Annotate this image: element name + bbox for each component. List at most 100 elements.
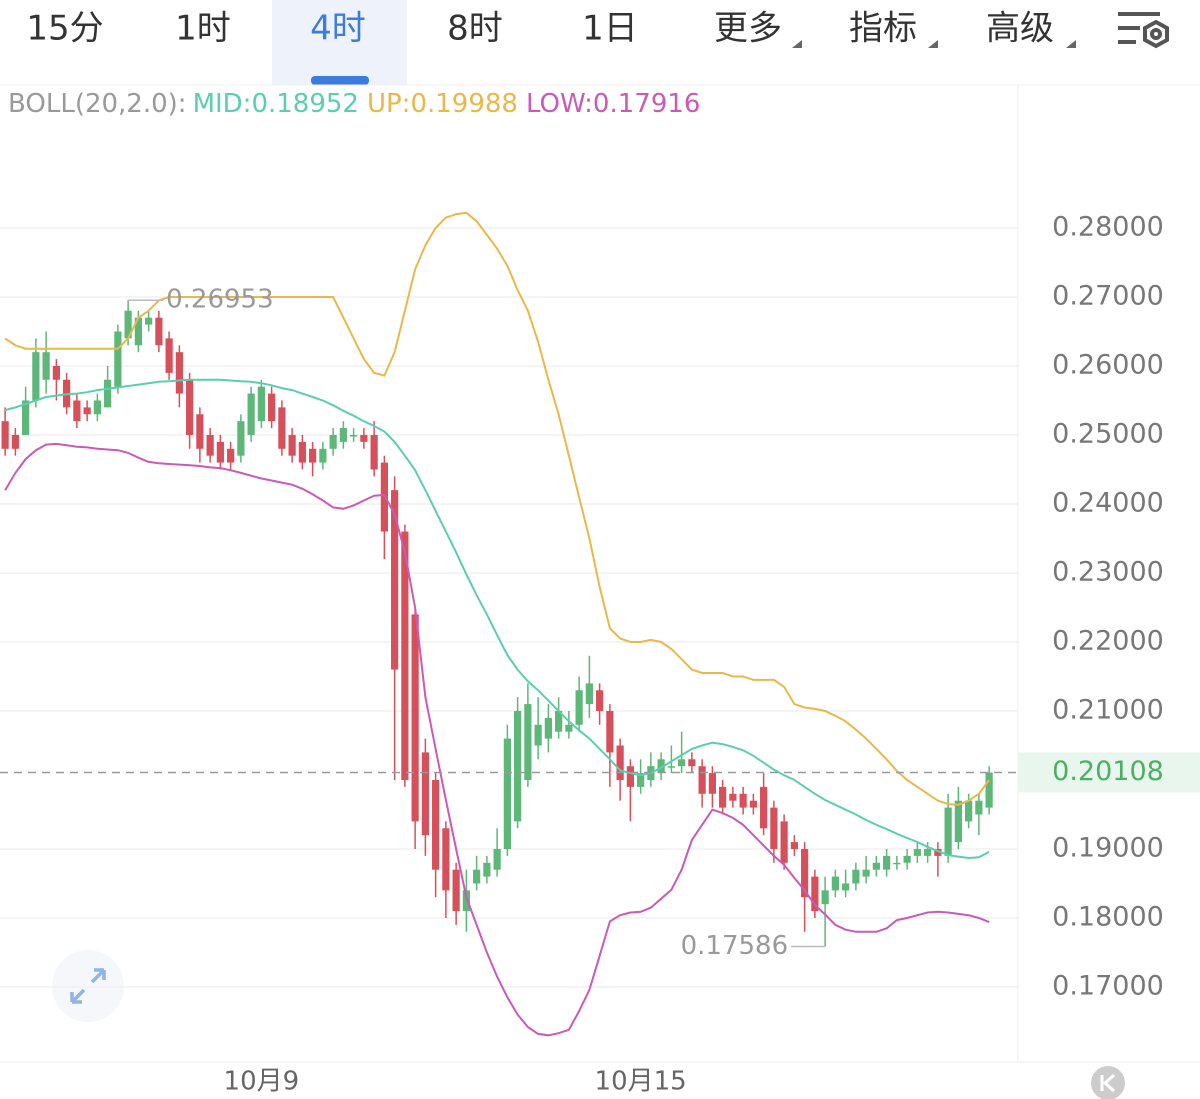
tab[interactable]: 指标 [849,9,917,49]
candle-body [903,855,911,863]
active-tab-bg [272,0,407,85]
candle-body [11,434,19,449]
candle-body [83,407,91,415]
active-tab-indicator [311,76,369,85]
y-tick-label: 0.25000 [1052,418,1164,449]
candle-body [790,842,798,849]
candle-body [329,434,337,449]
candle-body [739,793,747,808]
candle-body [339,428,347,442]
candle-body [298,441,306,463]
candle-body [22,400,30,435]
candle-body [688,759,696,767]
candle-body [544,717,552,739]
candle-body [124,310,132,339]
candle-body [626,766,634,787]
candle-body [196,414,204,449]
candle-body [729,793,737,801]
candle-body [155,317,163,346]
candle-body [985,772,993,808]
candle-body [186,379,194,435]
candle-body [237,421,245,456]
indicator-name: BOLL(20,2.0): [8,89,187,119]
tab[interactable]: 1时 [175,9,231,49]
settings-icon[interactable] [1118,12,1169,49]
candle-body [288,434,296,456]
candle-body [452,869,460,912]
candle-body [913,848,921,856]
expand-button[interactable] [52,950,124,1022]
tab[interactable]: 1日 [582,9,638,49]
candle-body [278,407,286,449]
tab[interactable]: 更多 [714,9,782,49]
candle-body [104,379,112,408]
candle-body [924,848,932,856]
candle-body [114,331,122,387]
candle-body [227,448,235,463]
candle-body [534,724,542,746]
candle-body [708,773,716,794]
candle-body [411,614,419,822]
x-tick-label: 10月15 [595,1067,687,1097]
candle-body [760,786,768,829]
candle-body [370,434,378,470]
min-label: 0.17586 [681,931,789,961]
candle-body [821,890,829,905]
candle-body [883,855,891,870]
y-tick-label: 0.26000 [1052,349,1164,380]
candle-body [770,807,778,849]
candle-body [442,828,450,891]
candle-body [216,441,224,463]
candle-body [811,876,819,912]
candle-body [719,786,727,808]
candle-body [596,690,604,711]
candle-body [462,890,470,912]
candle-body [954,800,962,843]
candle-body [432,779,440,870]
candle-body [657,759,665,774]
candle-body [52,365,60,380]
candle-body [944,807,952,856]
candle-body [780,821,788,863]
candle-body [32,352,40,401]
candle-body [616,745,624,780]
candle-body [637,773,645,787]
candle-body [93,400,101,415]
candle-body [165,338,173,373]
max-label: 0.26953 [166,285,274,315]
tab[interactable]: 15分 [26,9,103,49]
legend-up: UP:0.19988 [367,89,518,119]
candle-body [872,862,880,870]
candle-body [575,690,583,725]
tab[interactable]: 高级 [986,9,1054,49]
candle-body [893,862,901,865]
tab[interactable]: 4时 [310,9,366,49]
y-tick-label: 0.19000 [1052,832,1164,863]
candle-body [134,317,142,346]
candle-body [421,752,429,836]
boll-line [4,378,990,860]
x-tick-label: 10月9 [224,1067,300,1097]
candle-body [678,759,686,767]
y-tick-label: 0.21000 [1052,694,1164,725]
y-tick-label: 0.24000 [1052,487,1164,518]
legend-mid: MID:0.18952 [193,89,359,119]
y-tick-label: 0.23000 [1052,556,1164,587]
candle-body [801,848,809,898]
candle-body [319,448,327,463]
y-tick-label: 0.22000 [1052,625,1164,656]
candle-body [749,800,757,808]
candle-body [257,386,265,422]
y-tick-label: 0.27000 [1052,280,1164,311]
y-tick-label: 0.17000 [1052,970,1164,1001]
tab[interactable]: 8时 [447,9,503,49]
k-button[interactable] [1091,1066,1125,1099]
candle-body [934,848,942,856]
candle-body [401,531,409,780]
candle-body [473,869,481,884]
candle-body [268,393,276,422]
candle-body [585,683,593,705]
candle-body [175,352,183,394]
candle-body [503,738,511,849]
